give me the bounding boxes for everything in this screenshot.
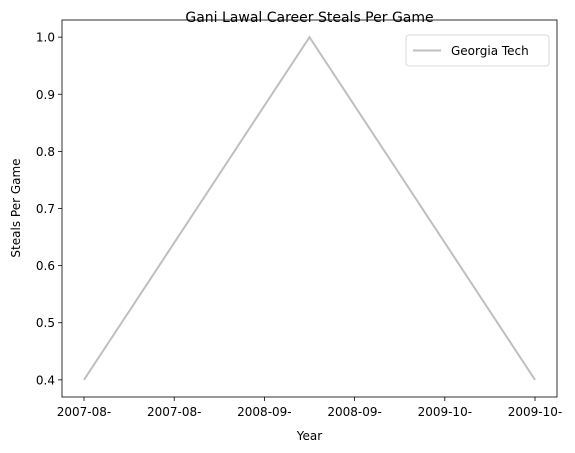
legend: Georgia Tech xyxy=(405,34,550,67)
series-layer xyxy=(83,35,536,381)
x-tick-label: 2009-10- xyxy=(418,405,472,419)
y-axis: 0.4 0.5 0.6 0.7 0.8 0.9 1.0 xyxy=(36,31,62,387)
plot-frame xyxy=(61,19,558,398)
series-line-georgia-tech xyxy=(83,35,536,381)
chart-title: Gani Lawal Career Steals Per Game xyxy=(185,10,433,26)
x-tick-label: 2008-09- xyxy=(327,405,381,419)
y-tick-label: 0.7 xyxy=(36,202,55,216)
y-tick-label: 0.4 xyxy=(36,373,55,387)
y-tick-label: 1.0 xyxy=(36,31,55,45)
x-tick-label: 2008-09- xyxy=(237,405,291,419)
y-tick-label: 0.5 xyxy=(36,316,55,330)
y-tick-label: 0.6 xyxy=(36,259,55,273)
y-tick-label: 0.8 xyxy=(36,145,55,159)
y-axis-label: Steals Per Game xyxy=(9,158,23,257)
x-tick-label: 2009-10- xyxy=(508,405,562,419)
x-axis-label: Year xyxy=(296,429,322,443)
x-axis: 2007-08- 2007-08- 2008-09- 2008-09- 2009-10-… xyxy=(57,397,562,419)
y-tick-label: 0.9 xyxy=(36,88,55,102)
x-tick-label: 2007-08- xyxy=(57,405,111,419)
legend-box xyxy=(405,34,550,67)
x-tick-label: 2007-08- xyxy=(147,405,201,419)
legend-label-georgia-tech: Georgia Tech xyxy=(451,44,529,58)
